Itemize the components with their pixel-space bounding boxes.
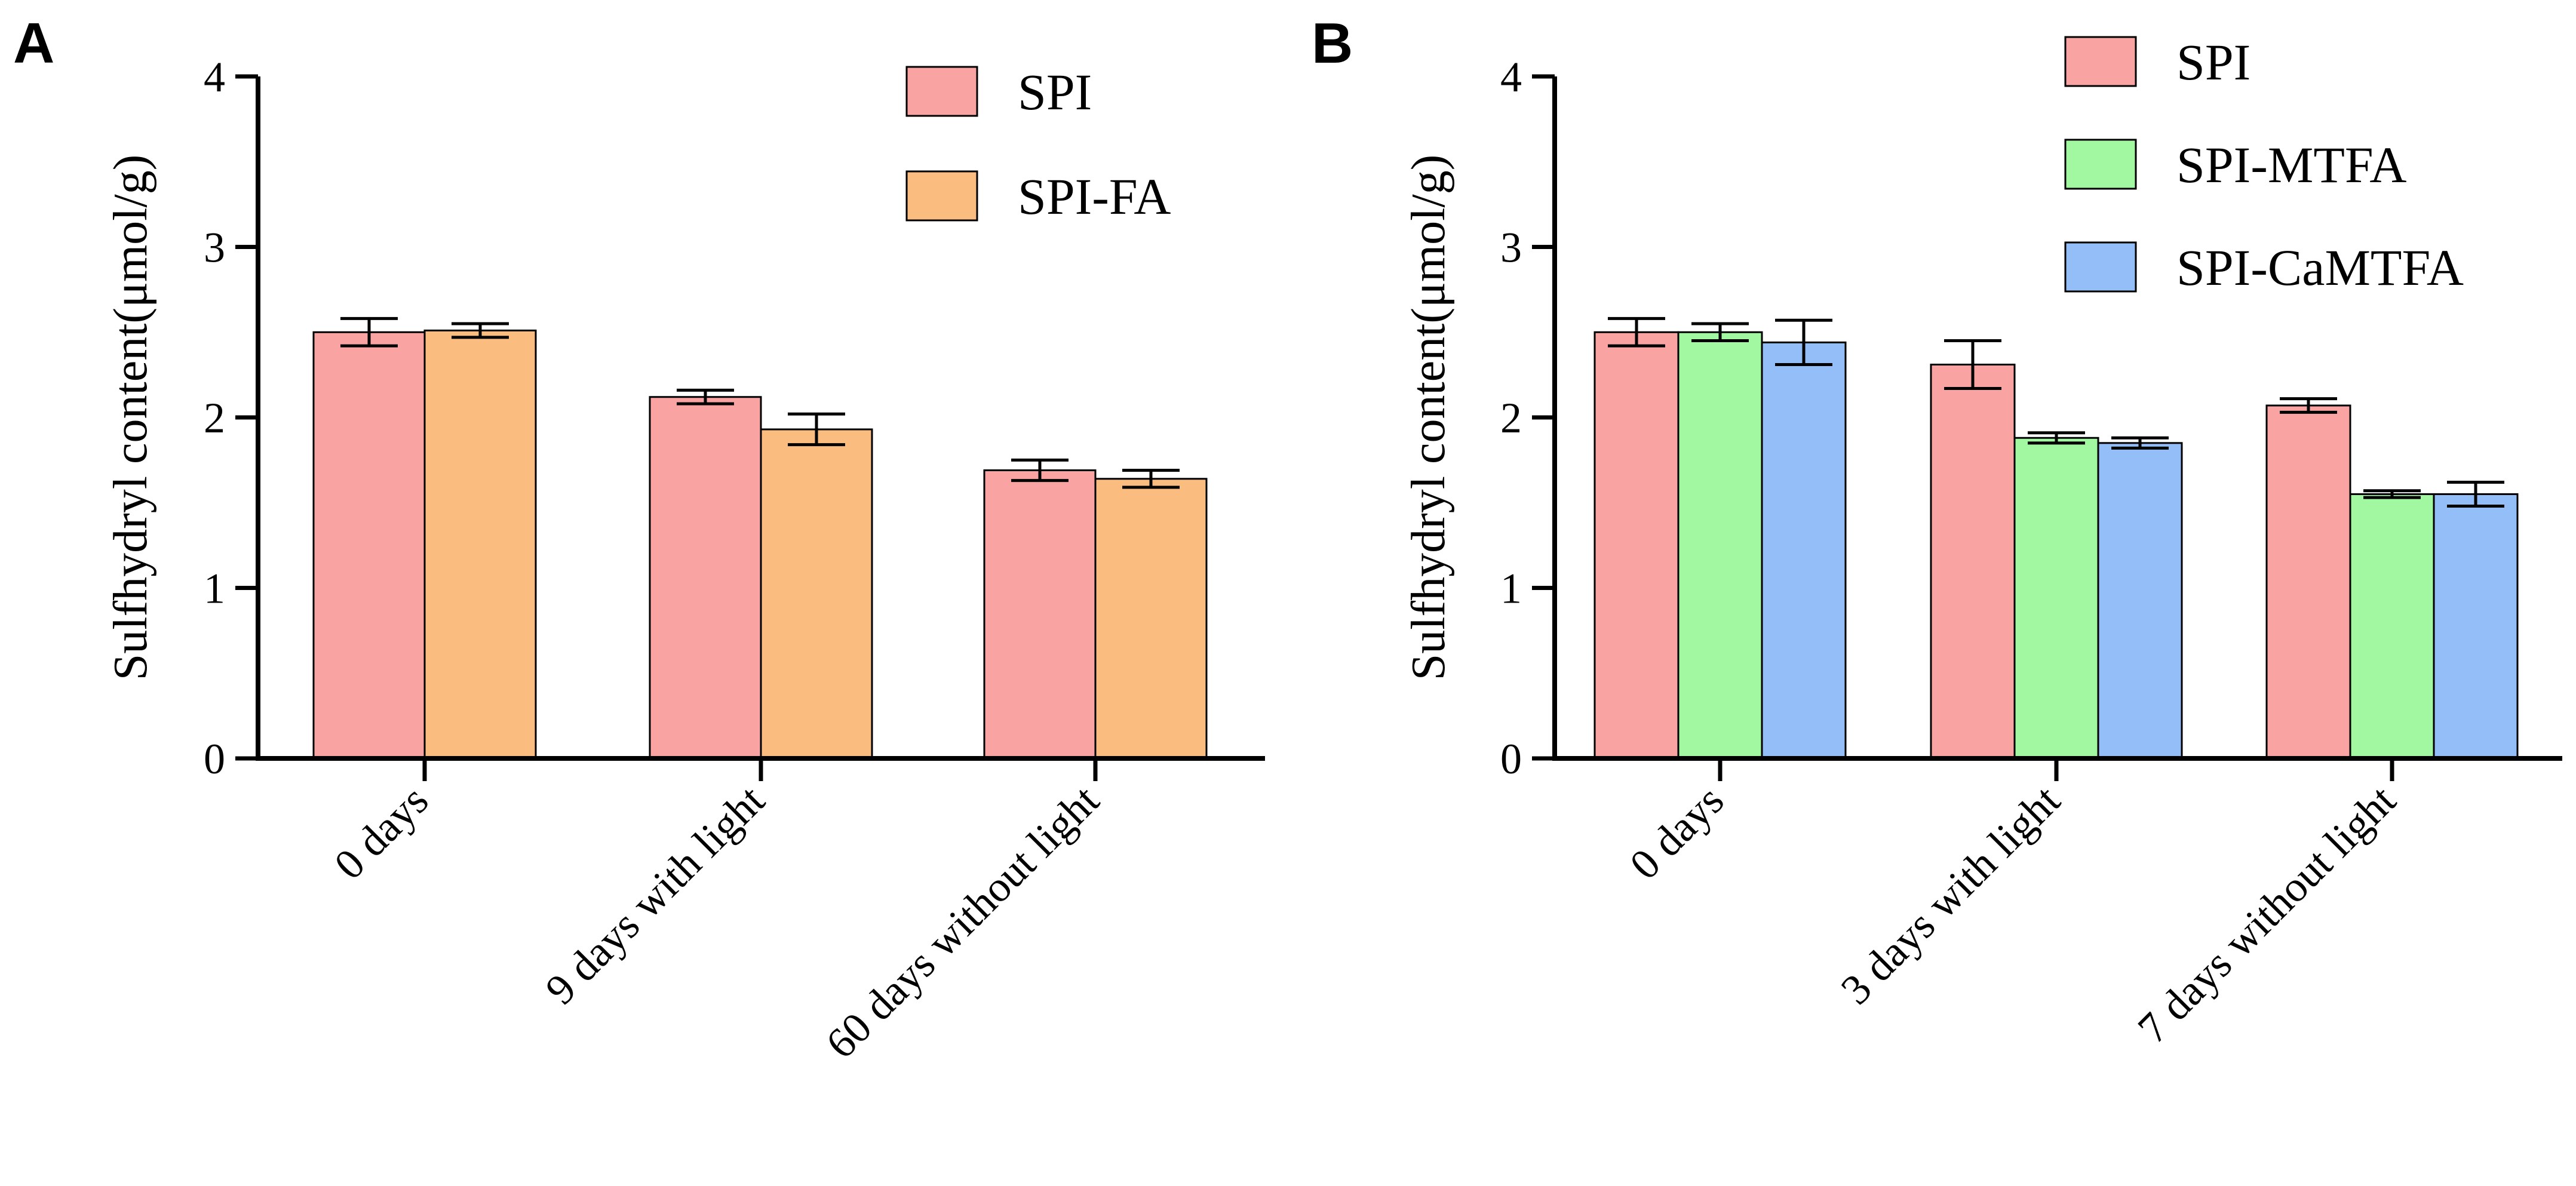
legend-swatch <box>2064 241 2137 293</box>
bar <box>1677 331 1763 760</box>
legend-swatch <box>2064 36 2137 87</box>
x-tick-label: 9 days with light <box>536 776 773 1013</box>
panel-letter: B <box>1312 11 1353 75</box>
legend-label: SPI-MTFA <box>2176 136 2407 193</box>
legend-label: SPI-FA <box>1018 168 1171 225</box>
y-tick-label: 3 <box>204 224 225 272</box>
bar <box>760 428 873 760</box>
legend: SPI SPI-MTFA SPI-CaMTFA <box>2064 33 2464 296</box>
bar <box>2097 442 2183 760</box>
panel-letter: A <box>13 11 54 75</box>
bar <box>2349 493 2435 760</box>
legend-swatch <box>905 170 978 222</box>
x-tick-label: 3 days with light <box>1832 776 2069 1013</box>
y-tick-label: 4 <box>204 53 225 101</box>
bar <box>983 469 1097 760</box>
y-tick-label: 4 <box>1500 53 1522 101</box>
legend-label: SPI-CaMTFA <box>2176 239 2464 296</box>
legend-swatch <box>905 66 978 117</box>
bar <box>423 329 537 760</box>
y-axis-title: Sulfhydryl content(μmol/g) <box>105 155 157 681</box>
bar <box>1094 478 1208 760</box>
bar <box>1930 363 2016 760</box>
x-tick-label: 0 days <box>325 776 437 889</box>
bar <box>649 396 762 760</box>
bar <box>2265 404 2351 760</box>
chart-panel-a: A 0 1 2 3 4 0 days 9 days with light 60 days wit… <box>13 11 1265 1068</box>
y-axis-title: Sulfhydryl content(μmol/g) <box>1402 155 1455 681</box>
y-tick-label: 0 <box>204 735 225 783</box>
bar <box>1761 341 1847 760</box>
chart-panel-b: B 0 1 2 3 4 0 days 3 days with light 7 days with… <box>1312 11 2562 1052</box>
y-tick-label: 2 <box>204 394 225 442</box>
legend-label: SPI <box>1018 63 1092 121</box>
y-tick-label: 3 <box>1500 224 1522 272</box>
bar <box>1594 331 1680 760</box>
legend-swatch <box>2064 139 2137 190</box>
bar <box>312 331 426 760</box>
x-tick-label: 60 days without light <box>816 776 1108 1068</box>
y-tick-label: 1 <box>204 565 225 613</box>
y-tick-label: 0 <box>1500 735 1522 783</box>
y-tick-label: 1 <box>1500 565 1522 613</box>
x-tick-label: 7 days without light <box>2129 776 2405 1052</box>
y-tick-label: 2 <box>1500 394 1522 442</box>
bar <box>2013 437 2099 760</box>
bar <box>2433 493 2519 760</box>
legend-label: SPI <box>2176 33 2250 91</box>
x-tick-label: 0 days <box>1620 776 1733 889</box>
legend: SPI SPI-FA <box>905 63 1171 225</box>
